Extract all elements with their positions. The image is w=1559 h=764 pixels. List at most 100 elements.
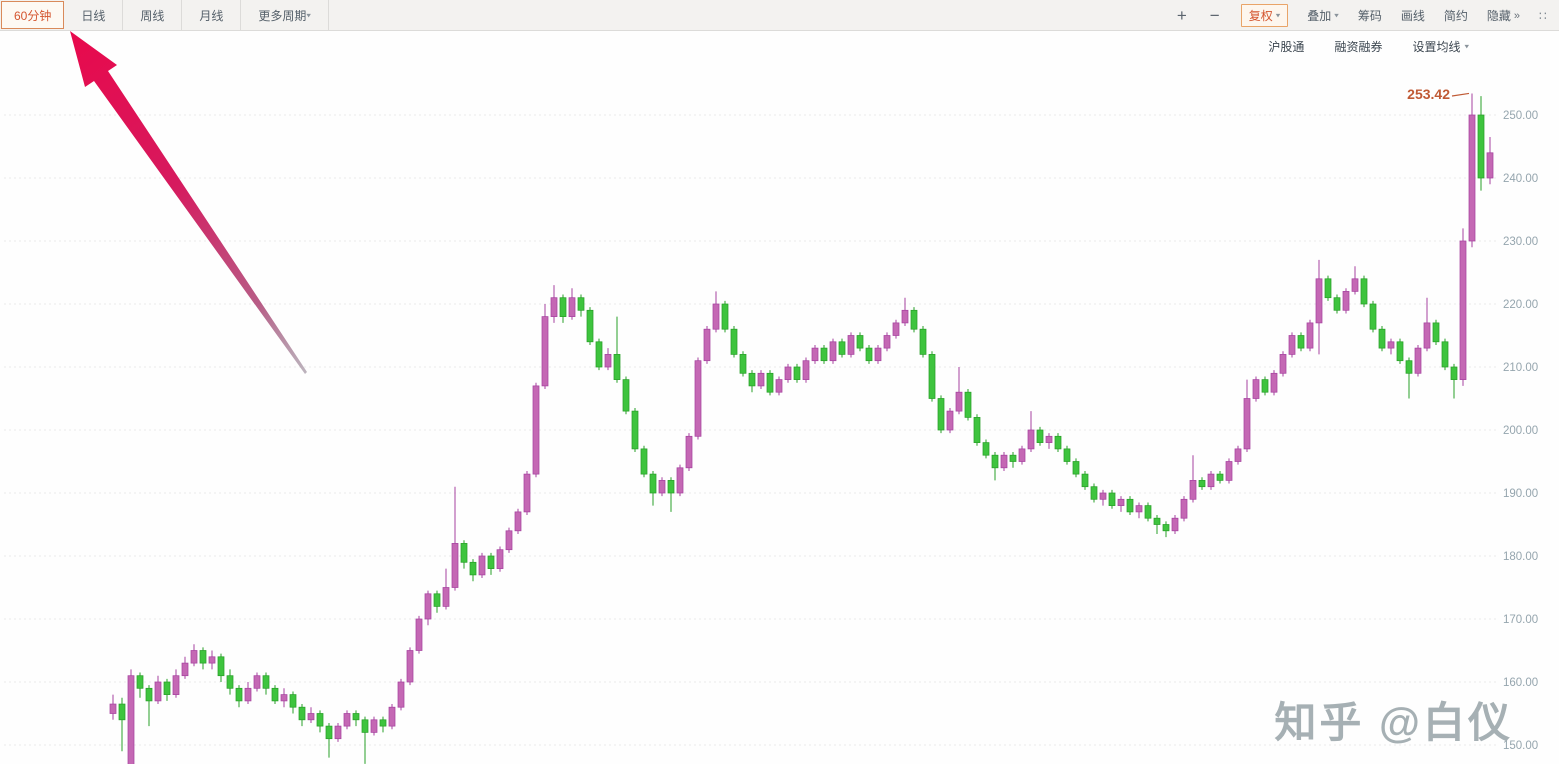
candle-body (874, 347, 882, 362)
candle-body (379, 719, 387, 727)
candle-body (901, 309, 909, 324)
candle-body (316, 713, 324, 727)
candle-body (1207, 473, 1215, 488)
candle-body (181, 662, 189, 677)
toolbar-button-隐藏[interactable]: 隐藏» (1486, 9, 1520, 23)
subbar-link-沪股通[interactable]: 沪股通 (1268, 39, 1305, 54)
candle-body (1432, 322, 1440, 343)
candlestick-chart[interactable]: 250.00 240.00 230.00 220.00 210.00 200.00 190.… (0, 61, 1559, 764)
candle-body (514, 511, 522, 532)
candle-body (127, 675, 135, 764)
candle-body (433, 593, 441, 607)
candle-body (271, 687, 279, 702)
candle-body (1306, 322, 1314, 349)
candle-body (523, 473, 531, 513)
toolbar-right-controls: + − 复权 ▾ 叠加 ▾ 筹码 画线 简约 隐藏» ∷ (1175, 0, 1559, 31)
candle-body (1405, 360, 1413, 374)
candle-body (631, 410, 639, 450)
candle-body (640, 448, 648, 475)
toolbar-button-筹码[interactable]: 筹码 (1357, 9, 1382, 23)
candle-body (820, 347, 828, 362)
candle-body (910, 309, 918, 330)
truncated-icon: ∷ (1539, 8, 1548, 23)
period-tab-更多周期[interactable]: 更多周期 ▾ (241, 0, 329, 30)
chart-area[interactable]: 250.00 240.00 230.00 220.00 210.00 200.00 190.… (0, 61, 1559, 764)
candle-body (406, 650, 414, 683)
y-axis-tick-label: 150.00 (1503, 740, 1538, 752)
candle-body (1468, 114, 1476, 242)
candle-body (334, 725, 342, 740)
candle-body (1162, 524, 1170, 532)
toolbar-button-叠加[interactable]: 叠加 ▾ (1307, 9, 1339, 23)
candle-body (973, 417, 981, 443)
candle-body (1459, 240, 1467, 380)
dropdown-caret-icon: ▾ (306, 10, 311, 19)
candle-body (469, 561, 477, 576)
candle-body (1414, 347, 1422, 374)
candle-body (1252, 379, 1260, 399)
y-axis-tick-label: 250.00 (1503, 110, 1538, 122)
period-tab-日线[interactable]: 日线 (64, 0, 124, 30)
candle-body (1153, 517, 1161, 525)
candle-body (307, 713, 315, 721)
candle-body (649, 473, 657, 494)
y-axis-tick-label: 220.00 (1503, 299, 1538, 311)
dropdown-caret-icon: ▾ (1464, 41, 1469, 50)
candle-body (415, 618, 423, 651)
candle-body (361, 719, 369, 733)
subbar: 沪股通 融资融券 设置均线 ▾ (0, 31, 1559, 61)
period-tab-周线[interactable]: 周线 (123, 0, 183, 30)
zoom-in-button[interactable]: + (1176, 6, 1187, 25)
candle-body (1288, 335, 1296, 355)
y-axis-tick-label: 200.00 (1503, 425, 1538, 437)
candle-body (190, 650, 198, 664)
candle-body (586, 309, 594, 343)
candle-body (1108, 492, 1116, 506)
candle-body (1171, 517, 1179, 532)
candle-body (1225, 461, 1233, 481)
candle-body (1279, 354, 1287, 374)
candle-body (1000, 454, 1008, 469)
candle-body (118, 703, 126, 721)
candle-body (1351, 278, 1359, 292)
candle-body (595, 341, 603, 368)
candle-body (541, 316, 549, 387)
candle-body (883, 335, 891, 349)
candle-body (1477, 114, 1485, 179)
subbar-link-融资融券[interactable]: 融资融券 (1334, 39, 1383, 54)
candle-body (226, 675, 234, 689)
candle-body (1135, 505, 1143, 513)
double-arrow-icon: » (1513, 9, 1520, 22)
candle-body (577, 297, 585, 311)
candle-body (1081, 473, 1089, 488)
candle-body (919, 328, 927, 355)
candle-body (145, 687, 153, 702)
candle-body (730, 328, 738, 355)
period-tab-60分钟[interactable]: 60分钟 (1, 1, 65, 29)
candle-body (1045, 435, 1053, 443)
period-tab-月线[interactable]: 月线 (182, 0, 242, 30)
candle-body (298, 706, 306, 721)
toolbar-button-画线[interactable]: 画线 (1400, 9, 1425, 23)
candle-body (235, 687, 243, 702)
candle-body (505, 530, 513, 551)
candle-body (325, 725, 333, 740)
toolbar-button-复权[interactable]: 复权 ▾ (1240, 4, 1289, 27)
candle-body (703, 328, 711, 362)
candle-body (1117, 498, 1125, 506)
zoom-out-button[interactable]: − (1209, 6, 1220, 25)
toolbar-button-简约[interactable]: 简约 (1443, 9, 1468, 23)
candle-body (721, 303, 729, 330)
candle-body (550, 297, 558, 317)
candle-body (829, 341, 837, 362)
candle-body (496, 549, 504, 569)
candle-body (532, 385, 540, 475)
candle-body (955, 391, 963, 412)
candle-body (928, 354, 936, 399)
candle-body (964, 391, 972, 418)
subbar-link-设置均线[interactable]: 设置均线 ▾ (1412, 39, 1469, 54)
candle-body (1261, 379, 1269, 393)
dropdown-caret-icon: ▾ (1334, 11, 1339, 20)
candle-body (199, 650, 207, 664)
candle-body (784, 366, 792, 380)
